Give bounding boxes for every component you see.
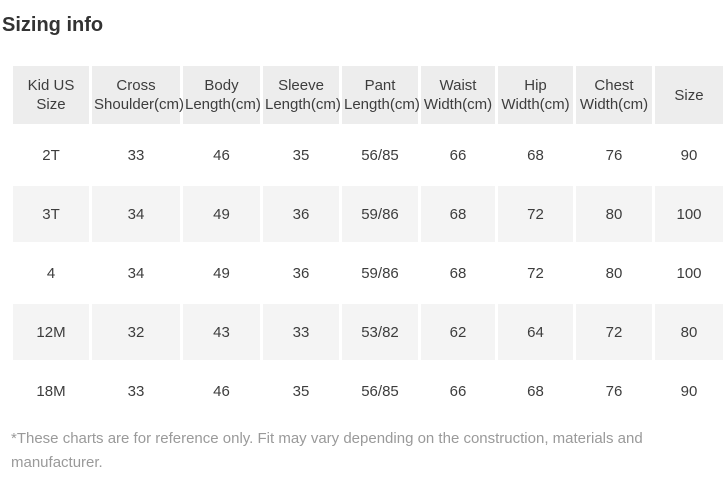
table-cell: 33 <box>263 304 339 360</box>
table-cell: 59/86 <box>342 245 418 301</box>
page-title: Sizing info <box>2 14 104 36</box>
table-cell: 68 <box>421 245 495 301</box>
table-cell: 68 <box>498 363 573 419</box>
table-cell: 56/85 <box>342 363 418 419</box>
table-cell: 90 <box>655 363 723 419</box>
column-header-pant-length: Pant Length(cm) <box>342 66 420 124</box>
size-label-cell: 12M <box>13 304 89 360</box>
table-cell: 34 <box>92 245 180 301</box>
table-row: 12M 32 43 33 53/82 62 64 72 80 <box>13 304 723 360</box>
table-row: 3T 34 49 36 59/86 68 72 80 100 <box>13 186 723 242</box>
reference-disclaimer: *These charts are for reference only. Fi… <box>11 430 643 471</box>
column-header-cross-shoulder: Cross Shoulder(cm) <box>92 66 184 124</box>
table-cell: 68 <box>421 186 495 242</box>
table-cell: 53/82 <box>342 304 418 360</box>
table-cell: 62 <box>421 304 495 360</box>
table-cell: 59/86 <box>342 186 418 242</box>
table-cell: 72 <box>576 304 652 360</box>
table-row: 18M 33 46 35 56/85 66 68 76 90 <box>13 363 723 419</box>
table-cell: 33 <box>92 363 180 419</box>
table-cell: 76 <box>576 363 652 419</box>
table-cell: 66 <box>421 363 495 419</box>
column-header-hip-width: Hip Width(cm) <box>498 66 573 124</box>
table-cell: 64 <box>498 304 573 360</box>
table-cell: 56/85 <box>342 127 418 183</box>
table-cell: 35 <box>263 363 339 419</box>
table-cell: 34 <box>92 186 180 242</box>
column-header-sleeve-length: Sleeve Length(cm) <box>263 66 341 124</box>
table-cell: 49 <box>183 245 260 301</box>
table-cell: 33 <box>92 127 180 183</box>
sizing-table: Kid US Size Cross Shoulder(cm) Body Leng… <box>10 63 726 422</box>
table-cell: 100 <box>655 245 723 301</box>
column-header-body-length: Body Length(cm) <box>183 66 261 124</box>
table-cell: 72 <box>498 186 573 242</box>
column-header-waist-width: Waist Width(cm) <box>421 66 495 124</box>
table-cell: 36 <box>263 245 339 301</box>
table-cell: 32 <box>92 304 180 360</box>
header-row: Kid US Size Cross Shoulder(cm) Body Leng… <box>13 66 723 124</box>
size-label-cell: 18M <box>13 363 89 419</box>
column-header-chest-width: Chest Width(cm) <box>576 66 652 124</box>
table-cell: 80 <box>576 186 652 242</box>
size-label-cell: 3T <box>13 186 89 242</box>
table-cell: 80 <box>655 304 723 360</box>
table-cell: 46 <box>183 363 260 419</box>
table-row: 2T 33 46 35 56/85 66 68 76 90 <box>13 127 723 183</box>
size-label-cell: 4 <box>13 245 89 301</box>
sizing-info-section: Sizing info Kid US Size Cross Shoulder(c… <box>2 14 726 471</box>
table-cell: 68 <box>498 127 573 183</box>
table-cell: 66 <box>421 127 495 183</box>
column-header-size: Size <box>655 66 723 124</box>
table-cell: 100 <box>655 186 723 242</box>
column-header-kid-us-size: Kid US Size <box>13 66 89 124</box>
table-cell: 80 <box>576 245 652 301</box>
table-cell: 90 <box>655 127 723 183</box>
table-cell: 43 <box>183 304 260 360</box>
table-row: 4 34 49 36 59/86 68 72 80 100 <box>13 245 723 301</box>
size-label-cell: 2T <box>13 127 89 183</box>
table-cell: 76 <box>576 127 652 183</box>
table-cell: 35 <box>263 127 339 183</box>
table-cell: 36 <box>263 186 339 242</box>
table-cell: 46 <box>183 127 260 183</box>
table-cell: 49 <box>183 186 260 242</box>
table-cell: 72 <box>498 245 573 301</box>
